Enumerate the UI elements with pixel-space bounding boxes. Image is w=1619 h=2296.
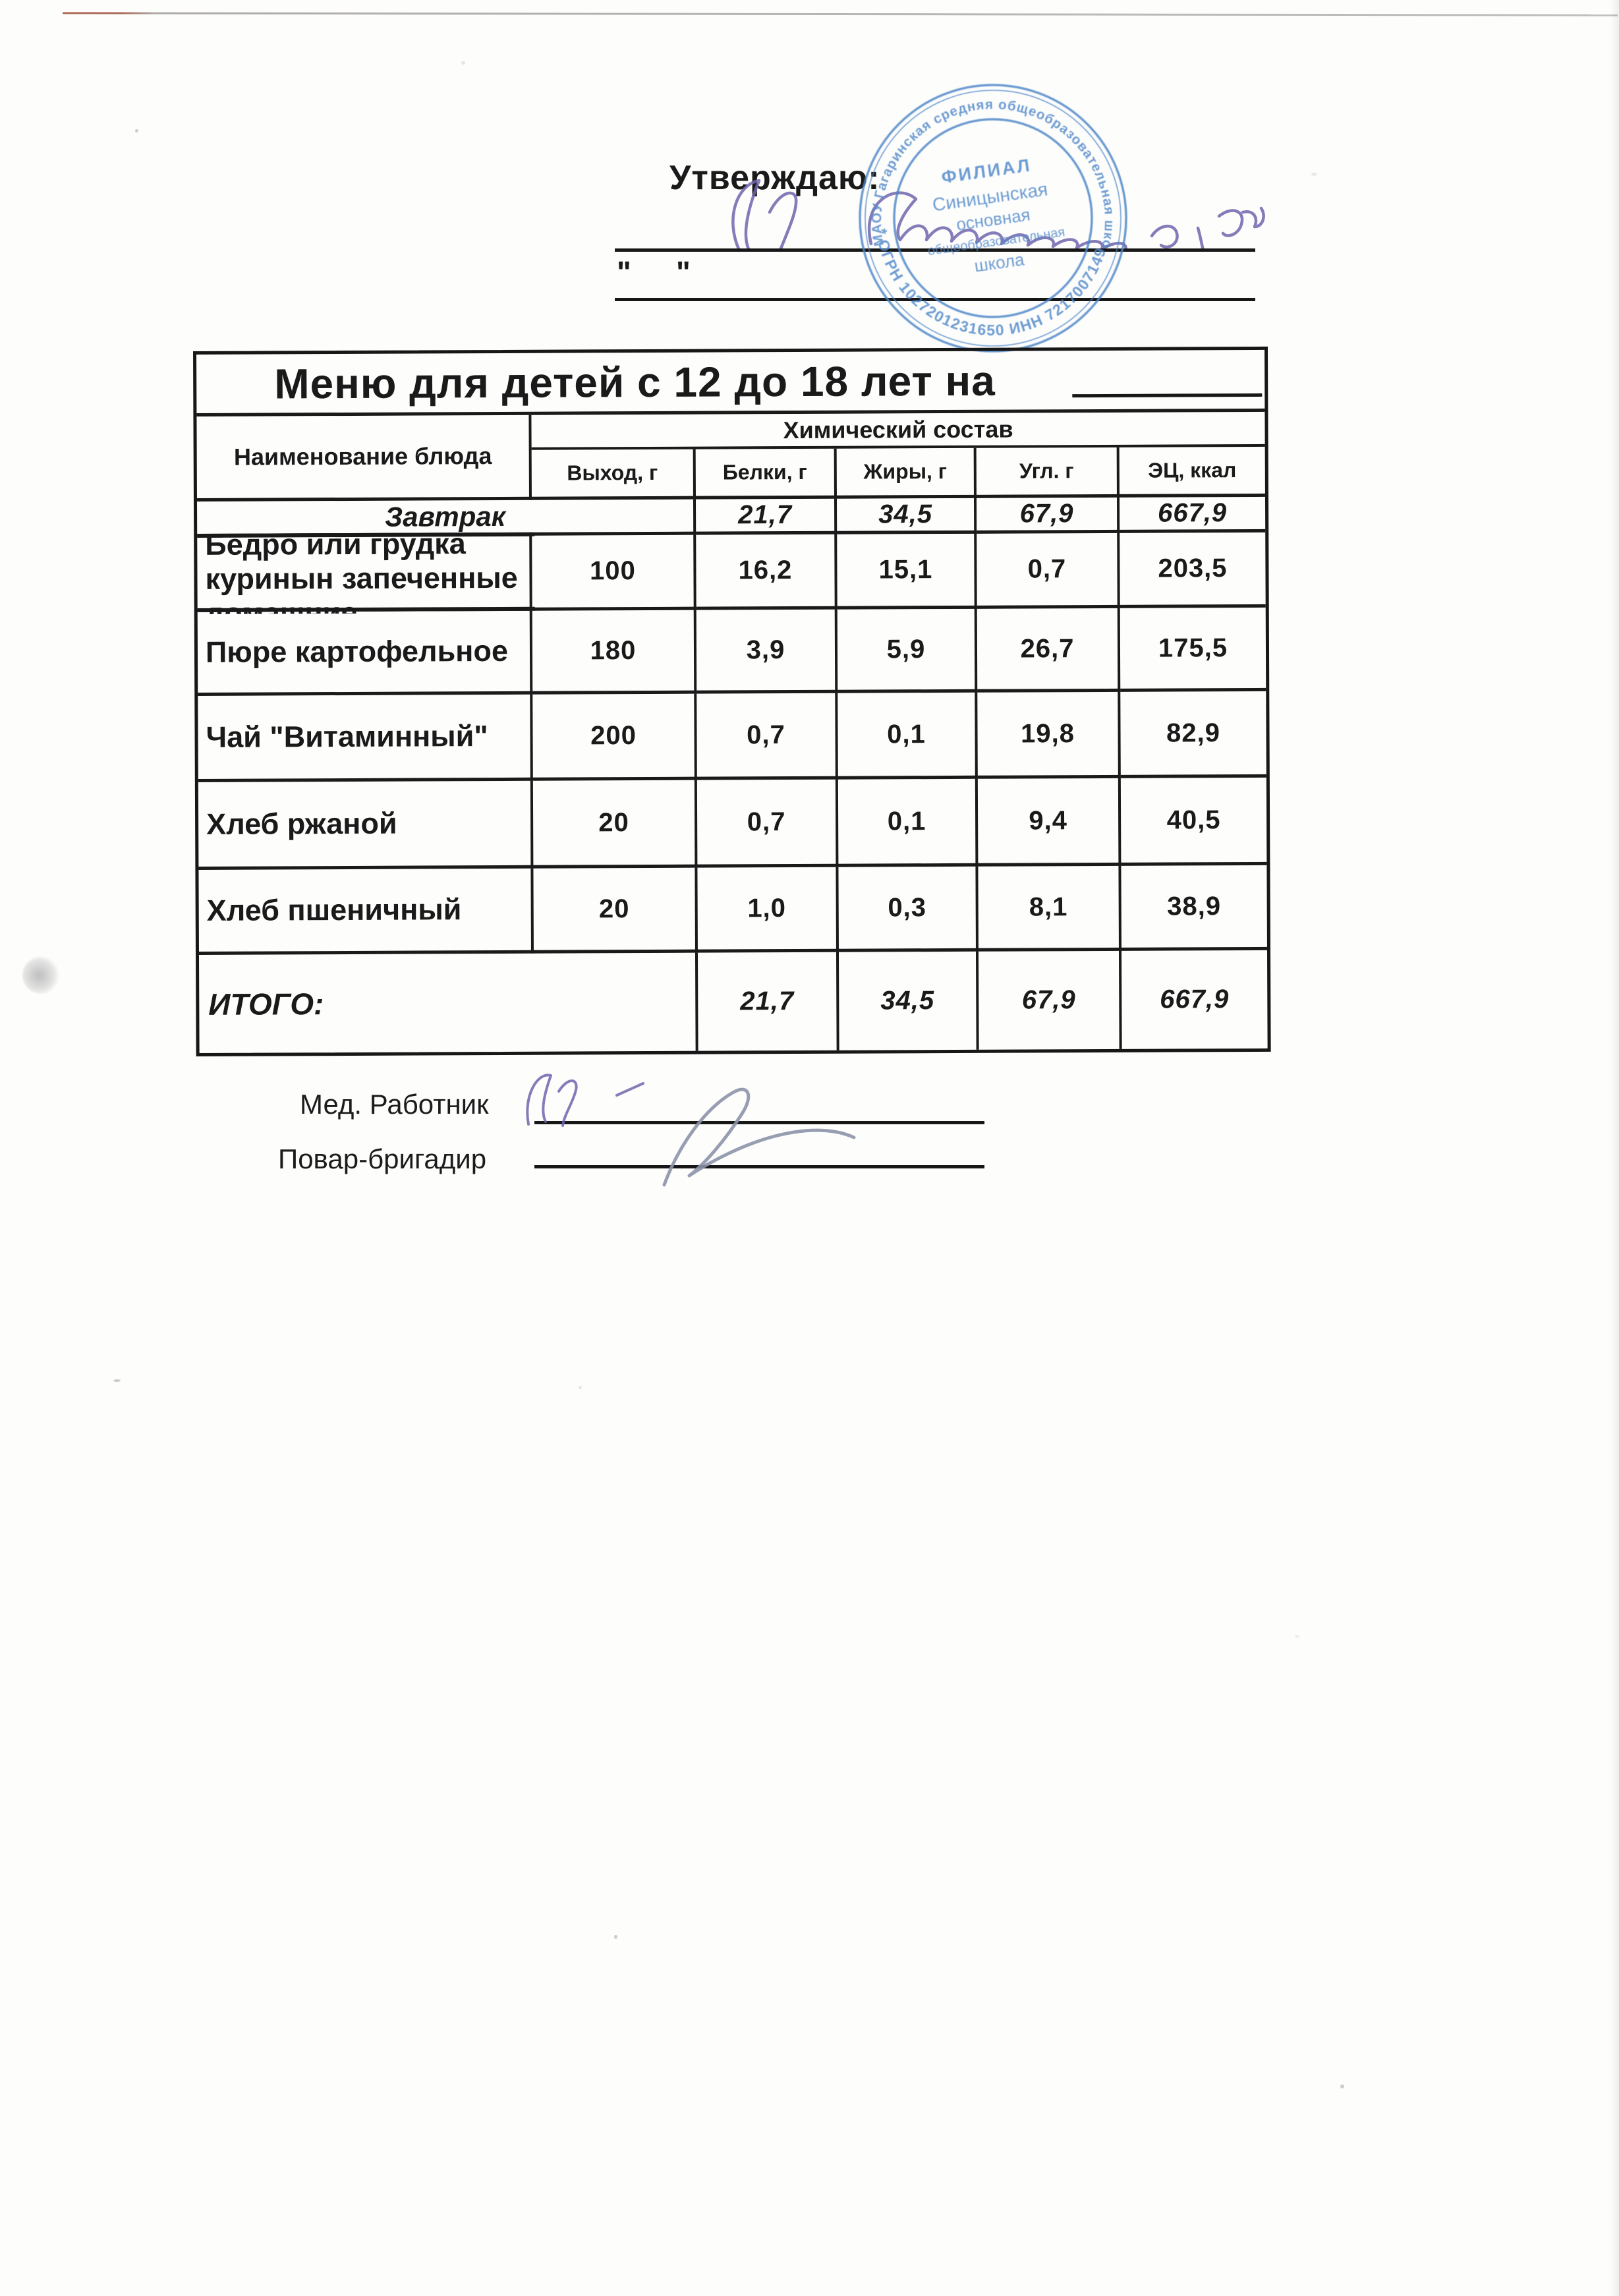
table-cell-carb: 0,7 (977, 532, 1120, 609)
table-cell-fat: 0,1 (838, 778, 979, 867)
cook-foreman-label: Повар-бригадир (278, 1143, 487, 1174)
table-cell-energy: 175,5 (1120, 607, 1266, 692)
cook-foreman-signature (662, 1087, 856, 1187)
table-row-dish-name: Бедро или грудка куринын запеченные дома… (197, 527, 532, 614)
table-row-dish-name: Чай "Витаминный" (198, 694, 533, 782)
table-cell-protein: 16,2 (696, 534, 838, 610)
meal-row-energy: 667,9 (1119, 496, 1266, 533)
table-cell-fat: 0,3 (838, 866, 979, 952)
cook-foreman-signature-line (534, 1165, 984, 1168)
column-header-energy: ЭЦ, ккал (1119, 446, 1265, 498)
table-row-dish-name: Хлеб ржаной (198, 780, 534, 870)
total-carb: 67,9 (978, 950, 1122, 1050)
footer-signatures (526, 1074, 856, 1187)
table-cell-out: 20 (532, 780, 698, 869)
scan-speck (1311, 173, 1317, 176)
scan-speck (614, 1935, 617, 1939)
table-title-cell: Меню для детей с 12 до 18 лет на (196, 349, 1265, 416)
table-cell-out: 20 (533, 867, 698, 954)
med-worker-signature (526, 1074, 644, 1127)
med-worker-label: Мед. Работник (300, 1089, 489, 1120)
title-blank-line (1072, 393, 1263, 398)
table-cell-fat: 0,1 (838, 692, 978, 780)
table-cell-out: 100 (532, 534, 696, 611)
stamp-inner-ring (893, 118, 1093, 318)
dish-name-multiline: Бедро или грудка куринын запеченные дома… (205, 527, 518, 614)
page-title: Меню для детей с 12 до 18 лет на (274, 357, 996, 407)
scan-speck (1295, 1635, 1299, 1638)
scan-artifact-line (62, 12, 1618, 16)
approval-signature-line (615, 248, 1255, 252)
meal-row-protein: 21,7 (695, 498, 838, 535)
med-worker-signature-line (534, 1121, 984, 1124)
table-cell-energy: 203,5 (1120, 532, 1266, 608)
scan-speck (135, 129, 138, 132)
table-cell-energy: 38,9 (1121, 865, 1267, 951)
table-cell-protein: 0,7 (696, 779, 839, 868)
total-row-label: ИТОГО: (198, 952, 698, 1053)
column-header-group: Химический состав (531, 411, 1265, 450)
table-cell-carb: 9,4 (977, 778, 1122, 867)
table-cell-fat: 15,1 (837, 533, 977, 610)
scan-speck (579, 1386, 582, 1389)
school-stamp: МАОУ Гагаринская средняя общеобразовател… (851, 76, 1127, 353)
column-header-dish: Наименование блюда (196, 415, 532, 502)
table-cell-protein: 1,0 (697, 867, 839, 953)
scan-edge-shadow (1610, 0, 1619, 2296)
scan-speck (113, 1379, 121, 1382)
table-cell-out: 180 (532, 610, 697, 695)
stamp-center-text: ФИЛИАЛ Синицынская основная общеобразова… (926, 155, 1065, 275)
table-cell-carb: 19,8 (977, 691, 1121, 779)
table-cell-carb: 26,7 (977, 608, 1121, 693)
scan-smudge (22, 957, 59, 994)
date-quote-open: " (617, 255, 631, 289)
stamp-middle-ring (865, 90, 1122, 347)
table-cell-energy: 82,9 (1120, 691, 1266, 778)
total-energy: 667,9 (1160, 985, 1230, 1014)
meal-row-fat: 34,5 (836, 498, 977, 534)
stamp-outer-ring (859, 84, 1127, 353)
column-header-fat: Жиры, г (836, 447, 977, 499)
table-cell-fat: 5,9 (837, 608, 978, 693)
total-fat: 34,5 (838, 951, 979, 1050)
scan-speck (1340, 2084, 1344, 2088)
meal-row-carb: 67,9 (976, 497, 1120, 534)
table-cell-carb: 8,1 (978, 865, 1122, 952)
table-cell-out: 200 (532, 693, 697, 781)
date-quote-close: " (676, 255, 691, 289)
column-header-protein: Белки, г (695, 448, 837, 500)
scan-speck (461, 61, 465, 65)
total-protein: 21,7 (697, 952, 839, 1051)
approval-signature (731, 179, 1265, 252)
column-header-out: Выход, г (531, 449, 696, 500)
table-cell-protein: 0,7 (696, 693, 838, 780)
svg-text:школа: школа (973, 249, 1026, 275)
table-row-dish-name: Пюре картофельное (197, 610, 533, 696)
approval-label: Утверждаю: (669, 159, 880, 197)
column-header-carb: Угл. г (976, 447, 1120, 498)
table-cell-protein: 3,9 (696, 609, 838, 694)
menu-table: Меню для детей с 12 до 18 лет на Наимено… (193, 346, 1271, 1056)
table-row-dish-name: Хлеб пшеничный (198, 868, 534, 955)
table-cell-energy: 40,5 (1120, 777, 1267, 866)
